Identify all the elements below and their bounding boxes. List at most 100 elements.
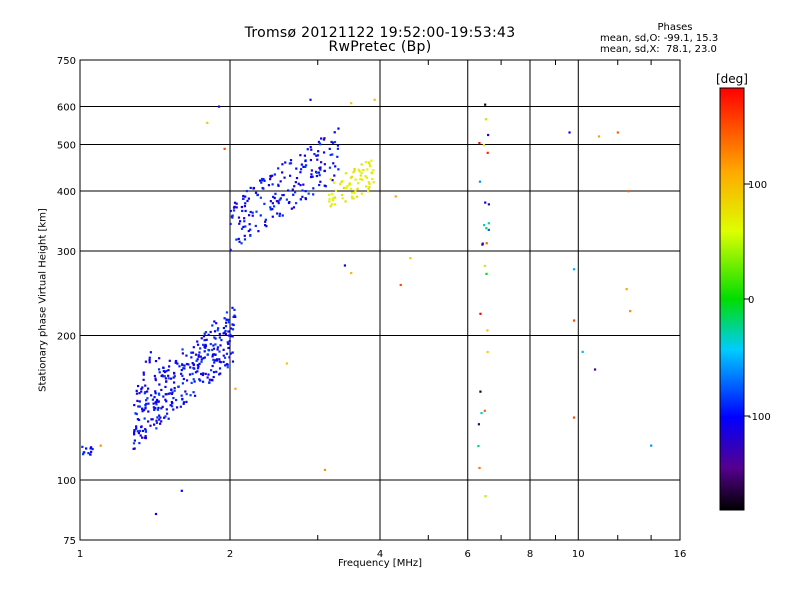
data-point bbox=[484, 495, 487, 498]
data-point bbox=[197, 365, 200, 368]
data-point bbox=[215, 322, 218, 325]
data-point bbox=[240, 205, 243, 209]
data-point bbox=[224, 329, 227, 333]
data-point bbox=[174, 359, 177, 363]
data-point bbox=[173, 386, 176, 390]
data-point bbox=[238, 222, 241, 225]
data-point bbox=[333, 196, 337, 199]
data-point bbox=[203, 339, 206, 342]
data-point bbox=[486, 350, 489, 354]
data-point bbox=[278, 214, 281, 218]
data-point bbox=[227, 321, 231, 324]
data-point bbox=[352, 171, 355, 174]
data-point bbox=[154, 407, 157, 410]
data-point bbox=[336, 147, 340, 150]
data-point bbox=[181, 352, 184, 355]
data-point bbox=[90, 446, 93, 449]
data-point bbox=[223, 331, 226, 334]
data-point bbox=[185, 400, 188, 404]
data-point bbox=[150, 394, 153, 397]
data-point bbox=[331, 179, 334, 182]
data-point bbox=[189, 394, 192, 397]
data-point bbox=[276, 212, 279, 215]
data-point bbox=[194, 353, 198, 356]
data-point bbox=[262, 178, 265, 181]
data-point bbox=[147, 420, 150, 423]
data-point bbox=[216, 329, 219, 332]
data-point bbox=[159, 416, 162, 419]
data-point bbox=[225, 318, 228, 321]
data-point bbox=[323, 468, 327, 472]
colorbar: [deg] 100 0 -100 bbox=[716, 72, 771, 511]
data-point bbox=[153, 374, 156, 378]
data-point bbox=[394, 195, 397, 198]
data-point bbox=[158, 383, 161, 386]
data-point bbox=[254, 224, 257, 228]
data-point bbox=[249, 210, 252, 214]
data-point bbox=[235, 206, 238, 209]
data-point bbox=[285, 362, 288, 365]
data-point bbox=[143, 392, 146, 395]
data-point bbox=[243, 205, 247, 208]
data-point bbox=[160, 388, 163, 392]
data-point bbox=[152, 402, 155, 405]
data-point bbox=[198, 351, 201, 354]
data-point bbox=[485, 227, 488, 230]
data-point bbox=[328, 147, 331, 151]
data-point bbox=[139, 434, 142, 437]
data-point bbox=[202, 343, 205, 346]
data-point bbox=[259, 214, 262, 217]
data-point bbox=[163, 370, 167, 374]
data-point bbox=[143, 417, 146, 420]
data-point bbox=[317, 140, 321, 144]
data-point bbox=[277, 184, 280, 187]
data-point bbox=[90, 450, 93, 453]
data-point bbox=[141, 386, 144, 389]
data-point bbox=[224, 332, 227, 336]
data-point bbox=[181, 374, 184, 377]
data-point bbox=[153, 396, 156, 399]
data-point bbox=[310, 175, 313, 179]
data-point bbox=[178, 365, 181, 368]
y-tick-label: 400 bbox=[57, 187, 76, 198]
data-point bbox=[204, 346, 207, 349]
data-point bbox=[231, 328, 235, 331]
data-point bbox=[220, 338, 223, 342]
data-point bbox=[192, 378, 195, 381]
data-point bbox=[172, 371, 176, 375]
data-point bbox=[135, 412, 138, 416]
data-point bbox=[193, 380, 196, 383]
data-point bbox=[224, 364, 227, 367]
data-point bbox=[228, 356, 231, 359]
data-point bbox=[318, 174, 321, 177]
data-point bbox=[361, 178, 364, 181]
data-point bbox=[171, 391, 174, 394]
data-point bbox=[271, 202, 274, 205]
data-point bbox=[336, 144, 340, 147]
data-point bbox=[215, 370, 218, 373]
data-point bbox=[271, 215, 274, 218]
data-point bbox=[234, 387, 237, 390]
data-point bbox=[593, 368, 597, 371]
data-point bbox=[477, 423, 481, 426]
data-point bbox=[295, 167, 298, 170]
data-point bbox=[134, 412, 137, 415]
data-point bbox=[172, 408, 175, 411]
data-point bbox=[156, 408, 160, 411]
data-point bbox=[304, 165, 307, 168]
data-point bbox=[211, 348, 214, 352]
data-point bbox=[481, 242, 484, 245]
data-point bbox=[231, 351, 234, 354]
data-point bbox=[269, 206, 272, 209]
data-point bbox=[185, 362, 189, 366]
data-point bbox=[196, 363, 199, 367]
data-point bbox=[191, 362, 194, 365]
y-axis-label: Stationary phase Virtual Height [km] bbox=[37, 208, 49, 392]
data-point bbox=[137, 405, 140, 408]
data-point bbox=[229, 248, 232, 251]
data-point bbox=[367, 188, 370, 191]
colorbar-gradient bbox=[719, 87, 745, 511]
data-point bbox=[195, 359, 198, 362]
data-point bbox=[184, 390, 187, 393]
